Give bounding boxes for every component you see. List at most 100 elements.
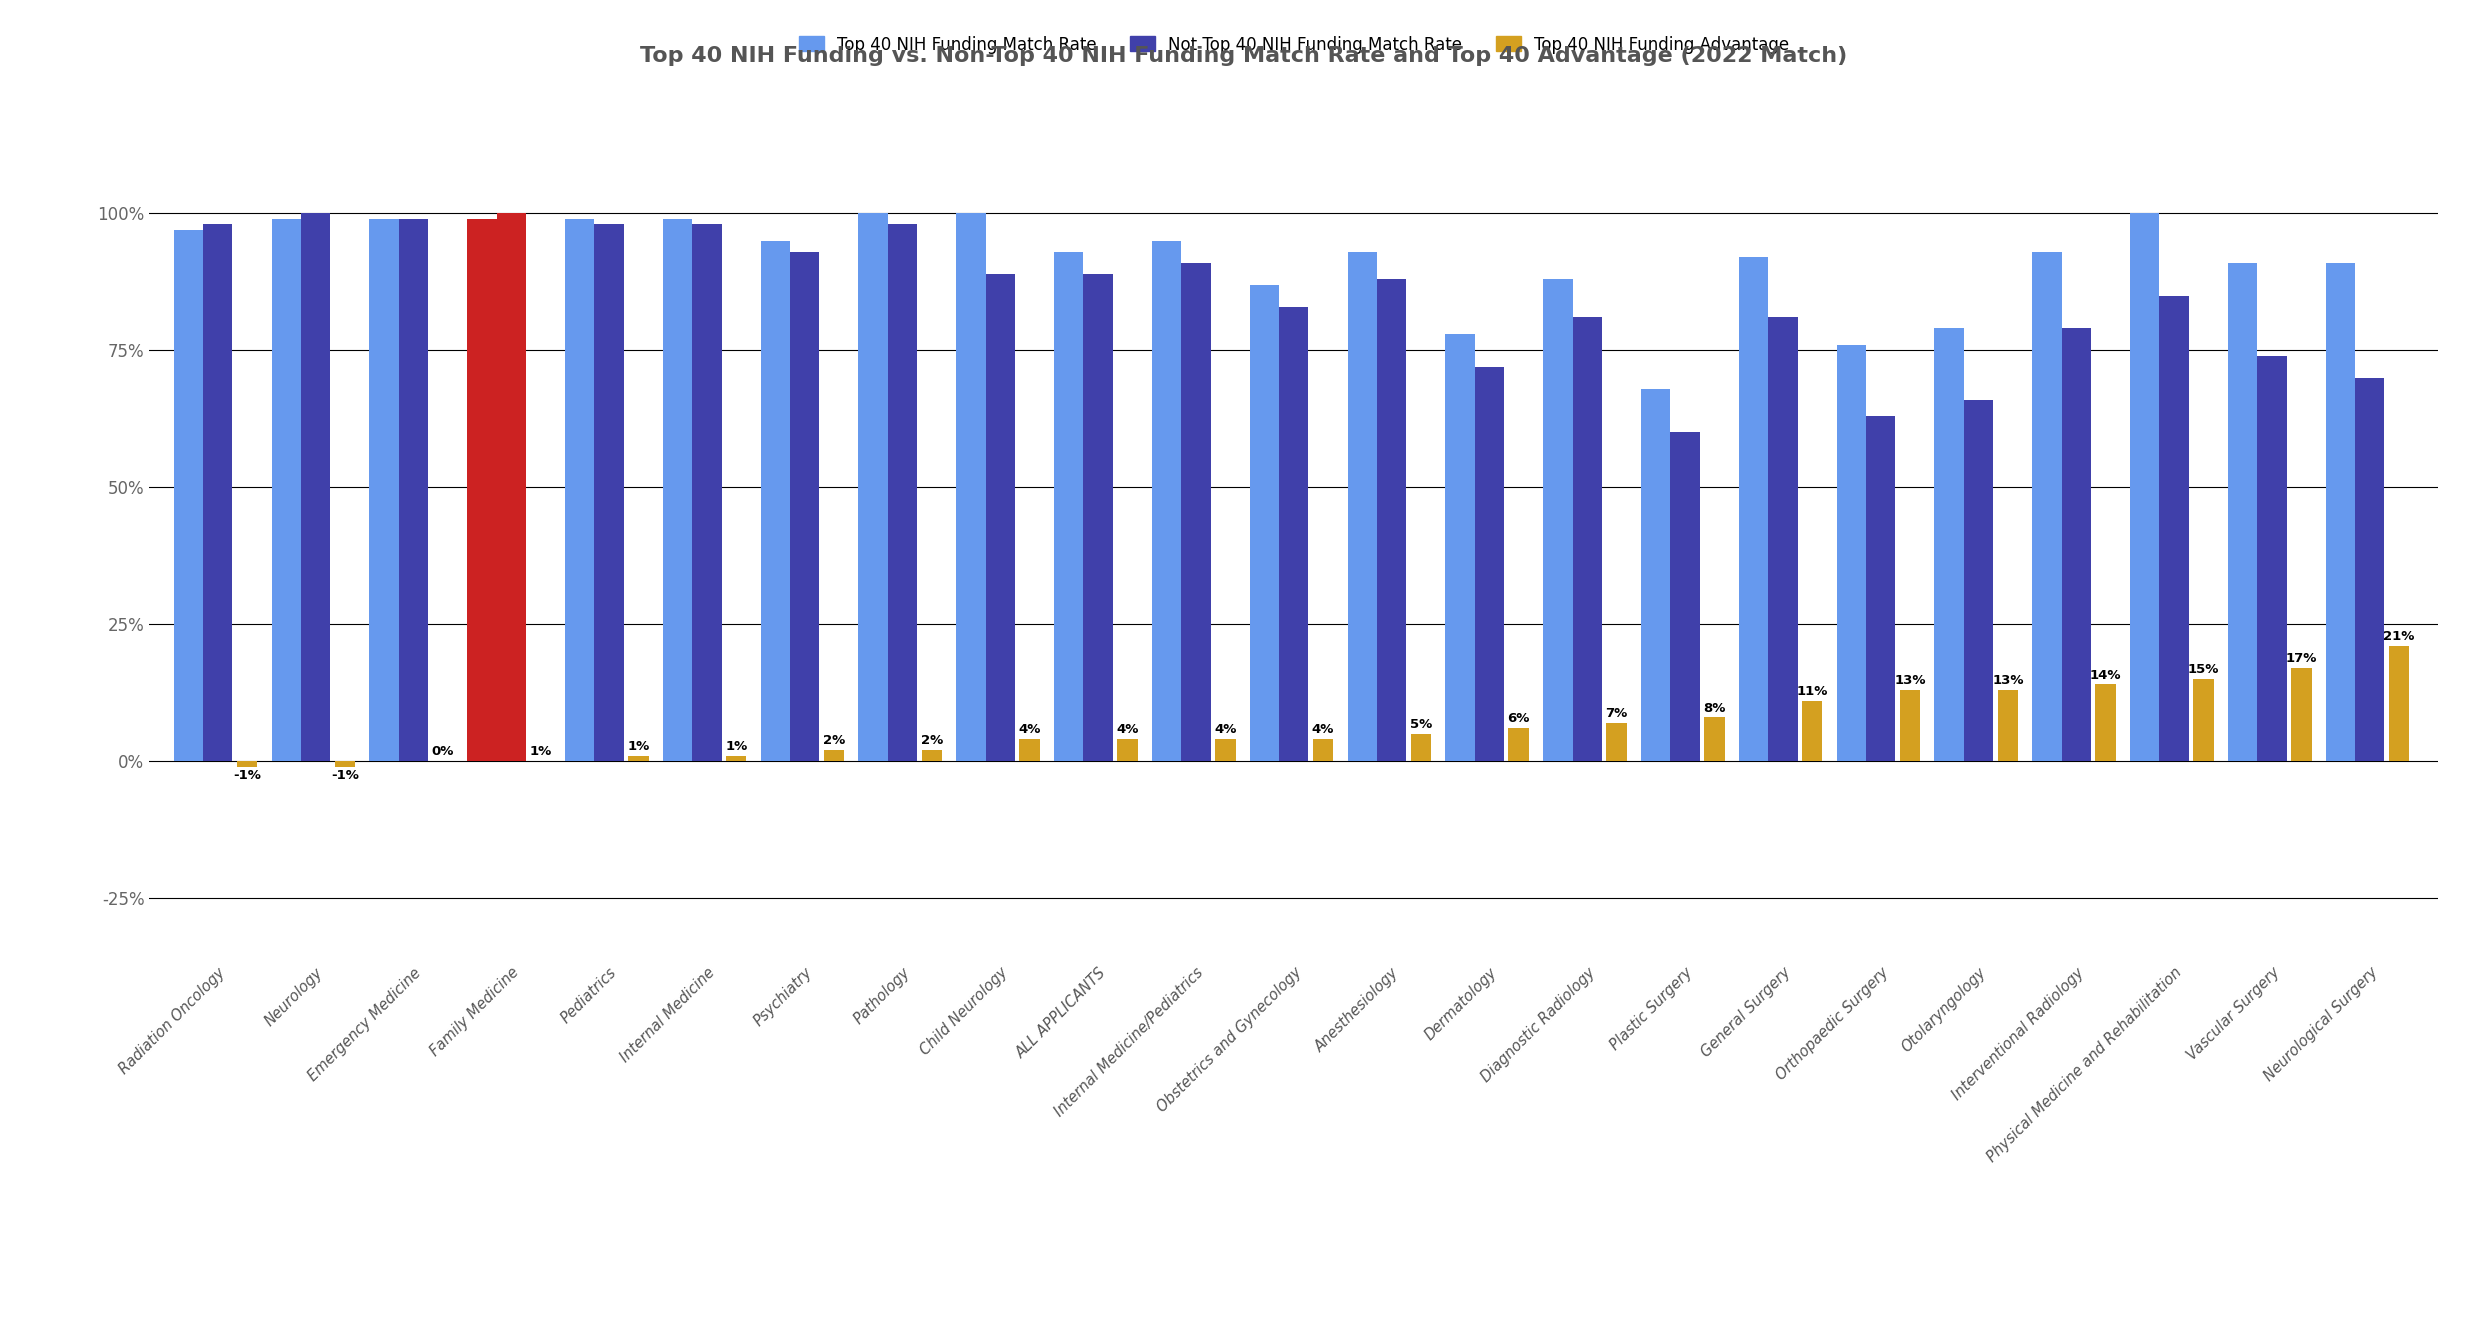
Text: 1%: 1% <box>627 740 649 754</box>
Bar <box>336 761 356 767</box>
Bar <box>888 225 918 761</box>
Bar <box>1998 690 2018 761</box>
Bar <box>2227 263 2257 761</box>
Text: 11%: 11% <box>1796 685 1829 698</box>
Text: Otolaryngology: Otolaryngology <box>1898 965 1988 1055</box>
Legend: Top 40 NIH Funding Match Rate, Not Top 40 NIH Funding Match Rate, Top 40 NIH Fun: Top 40 NIH Funding Match Rate, Not Top 4… <box>791 29 1796 61</box>
Text: 2%: 2% <box>824 735 846 747</box>
Bar <box>662 219 692 761</box>
Bar <box>627 756 649 761</box>
Text: Anesthesiology: Anesthesiology <box>1314 965 1403 1055</box>
Bar <box>2194 680 2214 761</box>
Text: Pathology: Pathology <box>851 965 913 1027</box>
Bar <box>1669 432 1699 761</box>
Bar <box>2130 213 2160 761</box>
Bar <box>761 241 791 761</box>
Text: Pediatrics: Pediatrics <box>557 965 620 1026</box>
Bar <box>1182 263 1212 761</box>
Text: 8%: 8% <box>1704 702 1727 714</box>
Text: Radiation Oncology: Radiation Oncology <box>117 965 229 1077</box>
Bar <box>858 213 888 761</box>
Bar <box>2326 263 2356 761</box>
Text: 21%: 21% <box>2384 631 2416 644</box>
Bar <box>1376 279 1406 761</box>
Bar <box>204 225 231 761</box>
Text: Psychiatry: Psychiatry <box>751 965 816 1030</box>
Bar <box>1572 317 1602 761</box>
Bar <box>1055 251 1082 761</box>
Text: 1%: 1% <box>530 746 552 759</box>
Bar <box>1082 274 1112 761</box>
Bar <box>1543 279 1572 761</box>
Text: 2%: 2% <box>921 735 943 747</box>
Text: 7%: 7% <box>1605 707 1627 720</box>
Text: Neurology: Neurology <box>261 965 326 1029</box>
Bar <box>1901 690 1921 761</box>
Bar <box>1769 317 1796 761</box>
Text: General Surgery: General Surgery <box>1699 965 1794 1060</box>
Text: 4%: 4% <box>1311 723 1334 736</box>
Bar <box>565 219 595 761</box>
Bar <box>1936 328 1963 761</box>
Bar <box>2063 328 2090 761</box>
Text: -1%: -1% <box>234 769 261 783</box>
Bar <box>921 750 943 761</box>
Bar <box>955 213 985 761</box>
Text: Top 40 NIH Funding vs. Non-Top 40 NIH Funding Match Rate and Top 40 Advantage (2: Top 40 NIH Funding vs. Non-Top 40 NIH Fu… <box>639 46 1849 66</box>
Bar <box>726 756 746 761</box>
Bar <box>301 213 331 761</box>
Bar <box>2356 378 2384 761</box>
Text: Family Medicine: Family Medicine <box>428 965 522 1059</box>
Text: Emergency Medicine: Emergency Medicine <box>306 965 423 1084</box>
Bar <box>2291 668 2311 761</box>
Bar <box>2257 356 2286 761</box>
Text: 5%: 5% <box>1411 718 1433 731</box>
Bar <box>398 219 428 761</box>
Bar <box>824 750 843 761</box>
Text: 0%: 0% <box>430 746 453 759</box>
Bar <box>174 230 204 761</box>
Bar <box>1508 728 1530 761</box>
Text: Dermatology: Dermatology <box>1423 965 1500 1043</box>
Text: 17%: 17% <box>2286 652 2316 665</box>
Text: Physical Medicine and Rehabilitation: Physical Medicine and Rehabilitation <box>1985 965 2184 1166</box>
Text: 15%: 15% <box>2187 664 2219 677</box>
Bar <box>985 274 1015 761</box>
Text: ALL APPLICANTS: ALL APPLICANTS <box>1013 965 1110 1060</box>
Text: Vascular Surgery: Vascular Surgery <box>2184 965 2281 1063</box>
Bar <box>271 219 301 761</box>
Bar <box>1020 739 1040 761</box>
Text: 14%: 14% <box>2090 669 2122 682</box>
Bar <box>1475 366 1505 761</box>
Bar <box>2033 251 2063 761</box>
Text: 13%: 13% <box>1993 674 2023 687</box>
Bar <box>692 225 722 761</box>
Text: Internal Medicine: Internal Medicine <box>617 965 717 1066</box>
Text: 4%: 4% <box>1018 723 1040 736</box>
Bar <box>1249 284 1279 761</box>
Bar <box>1152 241 1182 761</box>
Bar <box>1446 334 1475 761</box>
Bar <box>1963 399 1993 761</box>
Bar <box>368 219 398 761</box>
Bar <box>1279 307 1309 761</box>
Bar <box>1866 416 1896 761</box>
Text: 13%: 13% <box>1893 674 1926 687</box>
Bar <box>791 251 819 761</box>
Bar <box>2388 646 2408 761</box>
Bar <box>2160 296 2189 761</box>
Text: 4%: 4% <box>1214 723 1237 736</box>
Bar <box>468 219 498 761</box>
Bar <box>1836 345 1866 761</box>
Bar <box>1411 734 1431 761</box>
Text: Child Neurology: Child Neurology <box>918 965 1010 1059</box>
Text: Neurological Surgery: Neurological Surgery <box>2262 965 2381 1084</box>
Text: -1%: -1% <box>331 769 358 783</box>
Bar <box>2095 685 2115 761</box>
Bar <box>1348 251 1376 761</box>
Bar <box>1314 739 1334 761</box>
Bar <box>1801 701 1824 761</box>
Bar <box>595 225 624 761</box>
Bar <box>1704 718 1724 761</box>
Bar <box>1607 723 1627 761</box>
